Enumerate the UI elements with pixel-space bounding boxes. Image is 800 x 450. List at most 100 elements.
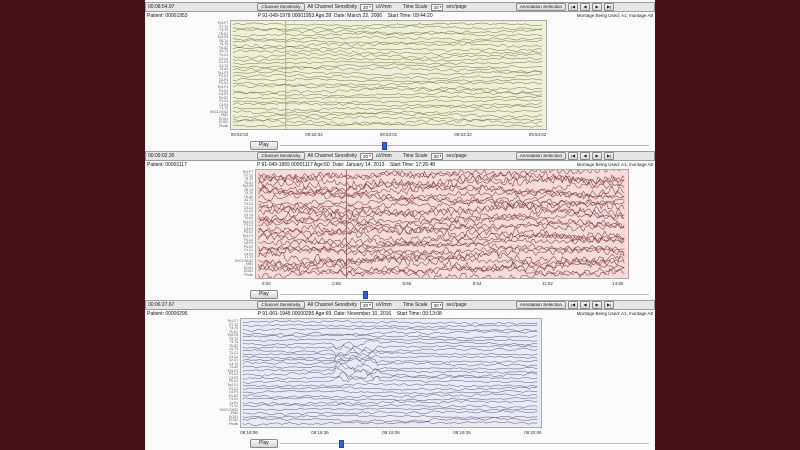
time-scale-label: Time Scale [402,302,428,308]
chart-zone: Fp1-F7 F7-T3 T3-T5 T5-O1 Fp2-F8 F8-T4 T4-T6 T6-… [145,19,655,131]
slider-thumb[interactable] [382,142,388,150]
last-page-icon[interactable]: ▶| [604,301,614,309]
annotation-selection-button[interactable]: Annotation Selection [515,3,566,11]
time-scale-select[interactable]: 30 ▾ [430,152,444,160]
next-page-icon[interactable]: ▶ [592,301,602,309]
channel-label: P4-O2 [218,95,228,100]
prev-page-icon[interactable]: ◀ [580,301,590,309]
channel-label: Fp1-F7 [227,319,238,323]
toolbar: 00:06:27.67 Channel Sensitivity All Chan… [145,300,655,310]
toolbar: 00:08:54.97 Channel Sensitivity All Chan… [145,2,655,12]
time-tick: 0:00 [261,281,271,286]
play-button[interactable]: Play [250,438,278,448]
all-channel-sensitivity-label: All Channel Sensitivity [307,302,357,308]
channel-label: Fp1-F3 [242,219,253,224]
channel-label: T1-T2 [219,106,228,111]
eeg-trace-chart[interactable] [230,20,547,130]
channel-label: EOG1 [244,265,253,270]
channel-label: T3-T5 [219,28,228,33]
letterbox-left [0,0,145,450]
channel-label: Fz-Cz [229,397,239,402]
time-axis: 09:18:06 09:18:36 09:19:06 09:19:36 09:20:06 [240,429,542,437]
prev-page-icon[interactable]: ◀ [580,3,590,11]
eeg-viewer-content: 00:08:54.97 Channel Sensitivity All Chan… [145,0,655,450]
channel-label: F3-C3 [219,74,228,79]
channel-label: P4-O2 [243,244,253,249]
play-button[interactable]: Play [250,140,278,150]
slider-thumb[interactable] [338,440,344,448]
sensitivity-unit-label: uV/mm [375,153,392,159]
time-tick: 09:19:06 [382,430,400,435]
time-scale-select[interactable]: 30 ▾ [430,301,444,309]
eeg-trace-chart[interactable] [255,169,629,279]
channel-label: F4-C4 [229,386,238,391]
chevron-down-icon: ▾ [369,154,371,158]
eeg-trace-chart[interactable] [240,318,542,428]
play-button[interactable]: Play [250,289,278,299]
time-axis: 09:52:02 09:52:32 09:53:02 09:53:32 09:54:02 [230,131,547,139]
channel-label: F8-T4 [229,336,238,341]
channel-label: EOG2 [229,418,238,423]
channel-label: EOG1 [229,414,238,419]
channel-label: Fp2-F4 [217,84,228,89]
annotation-selection-button[interactable]: Annotation Selection [515,301,566,309]
sensitivity-select[interactable]: 20 ▾ [359,152,373,160]
position-slider[interactable] [280,440,649,448]
channel-sensitivity-button[interactable]: Channel Sensitivity [257,152,305,160]
sensitivity-value: 20 [362,153,369,159]
toolbar: 00:09:02.30 Channel Sensitivity All Chan… [145,151,655,161]
channel-label: C3-Cz [228,354,238,359]
channel-label: Fp1-F3 [217,70,228,75]
channel-label: A1-T3 [219,49,228,54]
playback-controls: Play [145,437,655,449]
patient-details: P 91-061-1945 00000295 Age:69 Date: Nove… [257,310,442,317]
channel-label: Cz-Pz [229,400,238,405]
prev-page-icon[interactable]: ◀ [580,152,590,160]
channel-label: Photic [229,422,238,426]
channel-label: Cz-C4 [218,60,228,65]
next-page-icon[interactable]: ▶ [592,3,602,11]
time-scale-select[interactable]: 30 ▾ [430,3,444,11]
channel-label: P4-O2 [228,393,238,398]
time-tick: 09:19:36 [453,430,471,435]
time-scale-value: 30 [433,153,439,159]
channel-label: EMG [220,113,228,118]
sensitivity-select[interactable]: 20 ▾ [359,301,373,309]
channel-label: T5-O1 [243,180,253,185]
channel-label: C3-Cz [218,56,228,61]
letterbox-right [655,0,800,450]
channel-sensitivity-button[interactable]: Channel Sensitivity [257,301,305,309]
time-tick: 09:18:06 [240,430,258,435]
channel-label: Cz-C4 [243,209,253,214]
next-page-icon[interactable]: ▶ [592,152,602,160]
first-page-icon[interactable]: |◀ [568,301,578,309]
time-tick: 14:50 [612,281,624,286]
slider-thumb[interactable] [362,291,368,299]
first-page-icon[interactable]: |◀ [568,152,578,160]
channel-label: T4-T6 [219,42,228,47]
first-page-icon[interactable]: |◀ [568,3,578,11]
channel-label: T4-T6 [244,191,253,196]
channel-label: A1-T3 [244,198,253,203]
channel-label: C4-P4 [228,390,238,394]
time-scale-unit-label: sec/page [446,4,467,10]
chevron-down-icon: ▾ [439,154,442,158]
playback-controls: Play [145,139,655,151]
chart-zone: Fp1-F7 F7-T3 T3-T5 T5-O1 Fp2-F8 F8-T4 T4-T6 T6-… [145,317,655,429]
channel-label: P3-O1 [243,230,253,235]
position-slider[interactable] [280,291,649,299]
channel-label: Fp2-F4 [227,382,238,387]
all-channel-sensitivity-label: All Channel Sensitivity [307,153,357,159]
annotation-selection-button[interactable]: Annotation Selection [515,152,566,160]
last-page-icon[interactable]: ▶| [604,152,614,160]
last-page-icon[interactable]: ▶| [604,3,614,11]
channel-label: Fp1-F7 [217,21,228,25]
patient-details: P 91-049-1978 00001953 Age:28 Date: Marc… [257,12,433,19]
sensitivity-select[interactable]: 20 ▾ [359,3,373,11]
position-slider[interactable] [280,142,649,150]
sensitivity-value: 20 [362,4,369,10]
channel-label: P3-O1 [228,379,238,384]
channel-label: T1-T2 [244,255,253,260]
channel-label: EKG1-EKG2 [209,109,228,114]
channel-sensitivity-button[interactable]: Channel Sensitivity [257,3,305,11]
